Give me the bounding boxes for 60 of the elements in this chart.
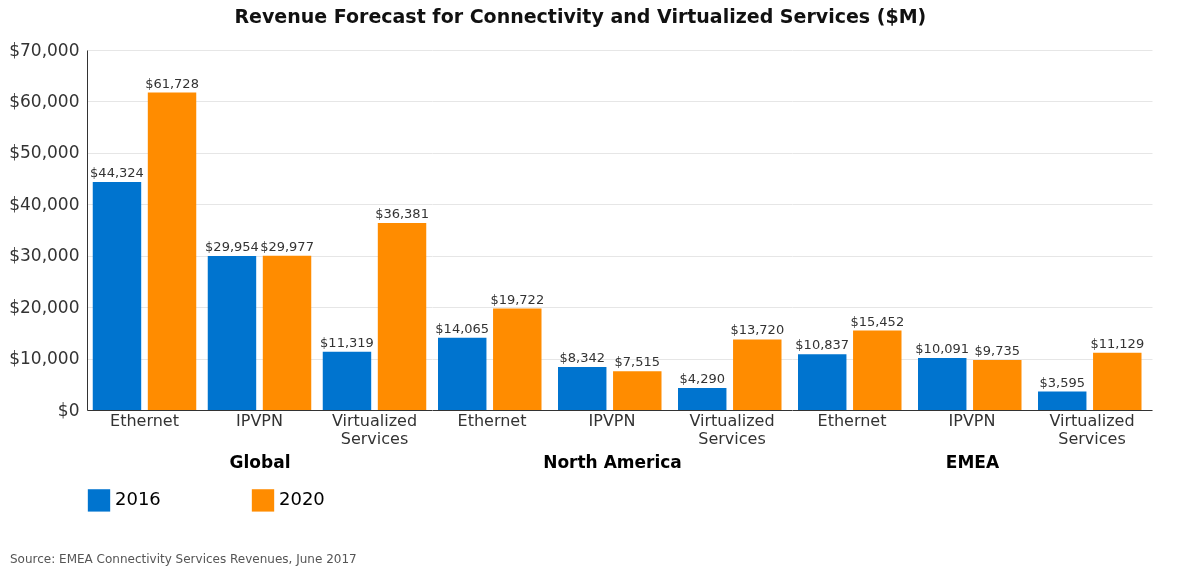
y-tick-label: $50,000 bbox=[9, 142, 80, 163]
bar bbox=[1038, 391, 1087, 410]
data-label: $44,324 bbox=[90, 165, 144, 181]
data-label: $36,381 bbox=[375, 205, 429, 221]
data-label: $14,065 bbox=[435, 320, 490, 336]
data-label: $10,837 bbox=[795, 337, 850, 353]
x-axis-title: Global bbox=[229, 451, 291, 472]
y-tick-label: $40,000 bbox=[9, 193, 80, 214]
data-label: $7,515 bbox=[614, 354, 661, 370]
data-label: $3,595 bbox=[1039, 374, 1085, 390]
data-label: $8,342 bbox=[559, 350, 605, 366]
bar bbox=[918, 358, 967, 410]
bar bbox=[678, 387, 727, 410]
y-tick-label: $10,000 bbox=[9, 348, 80, 369]
legend-label: 2016 bbox=[115, 488, 161, 510]
x-tick-label: IPVPN bbox=[948, 410, 996, 430]
y-tick-label: $20,000 bbox=[9, 296, 80, 317]
x-tick-label: Virtualized Services bbox=[1049, 410, 1135, 448]
data-label: $4,290 bbox=[679, 370, 725, 386]
x-tick-label: IPVPN bbox=[588, 410, 636, 430]
data-label: $29,977 bbox=[260, 238, 314, 254]
y-tick-label: $70,000 bbox=[9, 39, 80, 60]
bar bbox=[853, 330, 902, 410]
data-label: $11,129 bbox=[1090, 335, 1145, 351]
bar bbox=[493, 308, 542, 410]
data-label: $61,728 bbox=[145, 75, 199, 91]
data-label: $29,954 bbox=[205, 238, 259, 254]
x-tick-label: Ethernet bbox=[817, 410, 887, 430]
x-tick-label: IPVPN bbox=[236, 410, 283, 430]
bar bbox=[1093, 352, 1142, 410]
bar bbox=[438, 337, 487, 410]
source-note: Source: EMEA Connectivity Services Revenues, June 2017 bbox=[10, 552, 357, 566]
bar bbox=[733, 339, 782, 410]
bar bbox=[798, 354, 847, 410]
y-tick-label: $0 bbox=[57, 399, 80, 420]
text: Revenue Forecast for Connectivity and Virtualized Services ($M) bbox=[234, 5, 927, 27]
data-label: $9,735 bbox=[974, 342, 1021, 358]
bar bbox=[322, 351, 372, 410]
bar bbox=[207, 255, 257, 410]
legend-label: 2020 bbox=[279, 488, 325, 510]
y-tick-label: $60,000 bbox=[9, 90, 80, 111]
bar bbox=[613, 371, 662, 410]
y-tick-label: $30,000 bbox=[9, 245, 80, 266]
x-axis-title: EMEA bbox=[945, 451, 1000, 472]
data-label: $15,452 bbox=[850, 313, 905, 329]
bar bbox=[558, 367, 607, 410]
x-axis-title: North America bbox=[543, 451, 682, 472]
data-label: $13,720 bbox=[730, 322, 785, 338]
data-label: $10,091 bbox=[915, 341, 970, 357]
x-tick-label: Virtualized Services bbox=[689, 410, 775, 448]
bar bbox=[147, 92, 197, 410]
x-tick-label: Ethernet bbox=[457, 410, 527, 430]
bar bbox=[92, 182, 142, 410]
data-label: $19,722 bbox=[490, 291, 545, 307]
bar bbox=[377, 222, 427, 410]
x-tick-label: Virtualized Services bbox=[331, 410, 418, 448]
x-tick-label: Ethernet bbox=[110, 410, 179, 430]
bar bbox=[973, 359, 1022, 410]
data-label: $11,319 bbox=[320, 334, 374, 350]
bar bbox=[262, 255, 312, 410]
